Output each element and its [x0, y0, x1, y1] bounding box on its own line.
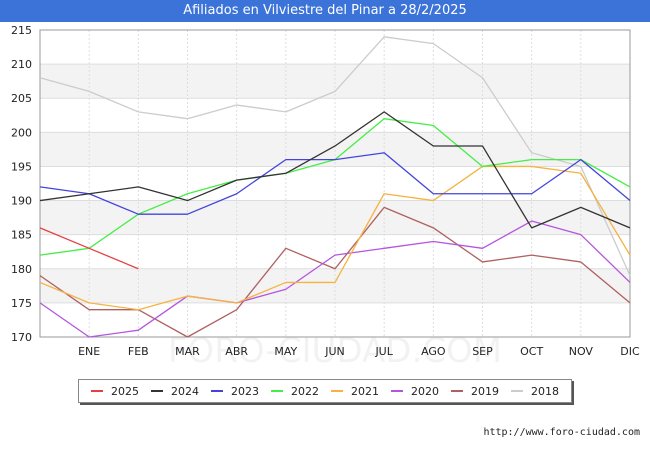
x-tick-label: NOV — [569, 345, 594, 358]
legend-item-2024: 2024 — [151, 385, 199, 398]
plot-frame — [39, 29, 631, 338]
x-tick-label: MAR — [175, 345, 200, 358]
series-line-2024 — [39, 111, 631, 229]
series-line-2021 — [39, 165, 631, 311]
x-tick-label: FEB — [128, 345, 149, 358]
y-tick-label: 180 — [11, 263, 32, 276]
legend-label: 2021 — [351, 384, 379, 398]
x-tick-label: SEP — [472, 345, 493, 358]
legend-label: 2024 — [171, 384, 199, 398]
legend-item-2021: 2021 — [331, 385, 379, 398]
series-line-2023 — [39, 152, 631, 215]
legend-swatch — [391, 390, 403, 392]
watermark: FORO-CIUDAD.COM — [168, 331, 502, 371]
line-chart: FORO-CIUDAD.COM 170 175 180 185 190 195 200 205 2… — [11, 24, 640, 371]
plot-band — [40, 268, 630, 303]
y-tick-label: 170 — [11, 331, 32, 344]
plot-band — [40, 132, 630, 167]
legend-swatch — [91, 390, 103, 392]
legend-swatch — [331, 390, 343, 392]
y-tick-label: 210 — [11, 58, 32, 71]
legend-label: 2020 — [411, 384, 439, 398]
y-tick-label: 175 — [11, 297, 32, 310]
x-tick-label: JUL — [374, 345, 393, 358]
y-tick-label: 200 — [11, 126, 32, 139]
legend-label: 2025 — [111, 384, 139, 398]
x-tick-label: JUN — [324, 345, 345, 358]
y-tick-label: 195 — [11, 160, 32, 173]
legend-label: 2019 — [471, 384, 499, 398]
x-tick-label: ENE — [78, 345, 100, 358]
legend-item-2022: 2022 — [271, 385, 319, 398]
y-tick-label: 190 — [11, 195, 32, 208]
legend-item-2020: 2020 — [391, 385, 439, 398]
legend-swatch — [451, 390, 463, 392]
legend-label: 2018 — [531, 384, 559, 398]
legend-swatch — [151, 390, 163, 392]
legend-label: 2023 — [231, 384, 259, 398]
series-line-2018 — [39, 36, 631, 276]
chart-legend: 2025 2024 2023 2022 2021 2020 2019 2018 — [78, 379, 572, 403]
chart-title: Afiliados en Vilviestre del Pinar a 28/2… — [0, 0, 650, 22]
plot-band — [40, 200, 630, 235]
x-tick-label: ABR — [225, 345, 248, 358]
legend-swatch — [211, 390, 223, 392]
y-tick-label: 185 — [11, 229, 32, 242]
series-line-2025 — [39, 227, 139, 270]
x-tick-label: AGO — [421, 345, 446, 358]
x-tick-label: OCT — [520, 345, 543, 358]
y-tick-label: 215 — [11, 24, 32, 37]
x-tick-label: MAY — [274, 345, 297, 358]
legend-swatch — [511, 390, 523, 392]
series-line-2020 — [39, 220, 631, 338]
legend-swatch — [271, 390, 283, 392]
legend-item-2019: 2019 — [451, 385, 499, 398]
legend-item-2018: 2018 — [511, 385, 559, 398]
x-tick-label: DIC — [620, 345, 640, 358]
source-url[interactable]: http://www.foro-ciudad.com — [483, 427, 640, 438]
y-tick-label: 205 — [11, 92, 32, 105]
legend-item-2025: 2025 — [91, 385, 139, 398]
legend-label: 2022 — [291, 384, 319, 398]
legend-item-2023: 2023 — [211, 385, 259, 398]
plot-band — [40, 64, 630, 99]
